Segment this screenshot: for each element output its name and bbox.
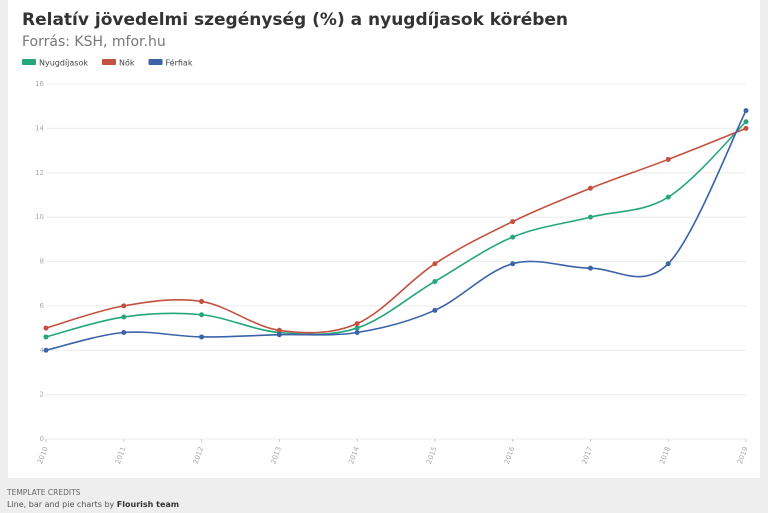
data-point xyxy=(354,321,360,327)
data-point xyxy=(199,334,205,340)
y-tick-label: 8 xyxy=(40,258,44,266)
series-line xyxy=(45,110,747,352)
data-point xyxy=(432,307,438,313)
data-point xyxy=(121,330,127,335)
legend-swatch xyxy=(22,59,36,65)
y-tick-label: 6 xyxy=(40,302,45,310)
data-point xyxy=(587,214,593,220)
chart-title: Relatív jövedelmi szegénység (%) a nyugd… xyxy=(22,10,568,30)
data-point xyxy=(587,185,593,191)
y-tick-label: 4 xyxy=(40,346,45,354)
legend-label: Férfiak xyxy=(166,58,193,68)
card xyxy=(8,0,760,478)
legend-label: Nyugdíjasok xyxy=(39,59,88,68)
y-tick-label: 2 xyxy=(40,391,44,399)
credits: TEMPLATE CREDITS xyxy=(6,488,81,497)
data-point xyxy=(121,303,127,309)
data-point xyxy=(199,312,205,318)
legend-swatch xyxy=(102,59,116,65)
data-point xyxy=(121,314,127,320)
data-point xyxy=(354,330,360,335)
data-point xyxy=(665,261,671,267)
data-point xyxy=(743,108,749,114)
data-point xyxy=(510,261,516,267)
data-point xyxy=(43,334,49,340)
data-point xyxy=(665,156,671,162)
series-line xyxy=(45,121,747,338)
y-tick-label: 14 xyxy=(35,124,44,132)
data-point xyxy=(432,278,438,284)
y-tick-label: 12 xyxy=(35,169,44,177)
data-point xyxy=(743,119,749,125)
data-point xyxy=(587,265,593,271)
data-point xyxy=(43,347,49,353)
data-point xyxy=(510,219,516,225)
series-line xyxy=(45,127,747,334)
data-point xyxy=(743,125,749,131)
data-point xyxy=(43,325,49,331)
data-point xyxy=(354,325,360,331)
footer-link[interactable]: Flourish team xyxy=(117,500,179,509)
y-tick-label: 16 xyxy=(35,80,44,88)
y-tick-label: 0 xyxy=(40,435,44,443)
data-point xyxy=(276,332,282,338)
data-point xyxy=(276,327,282,333)
footer-text: Line, bar and pie charts by Flourish tea… xyxy=(7,500,179,509)
data-point xyxy=(665,194,671,200)
data-point xyxy=(432,261,438,267)
y-tick-label: 10 xyxy=(35,213,44,221)
chart-subtitle: Forrás: KSH, mfor.hu xyxy=(22,34,166,50)
footer-text: Line, bar and pie charts by xyxy=(7,500,115,509)
legend-swatch xyxy=(148,59,163,65)
data-point xyxy=(510,234,516,240)
legend-label: Nők xyxy=(119,59,135,68)
data-point xyxy=(199,298,205,304)
